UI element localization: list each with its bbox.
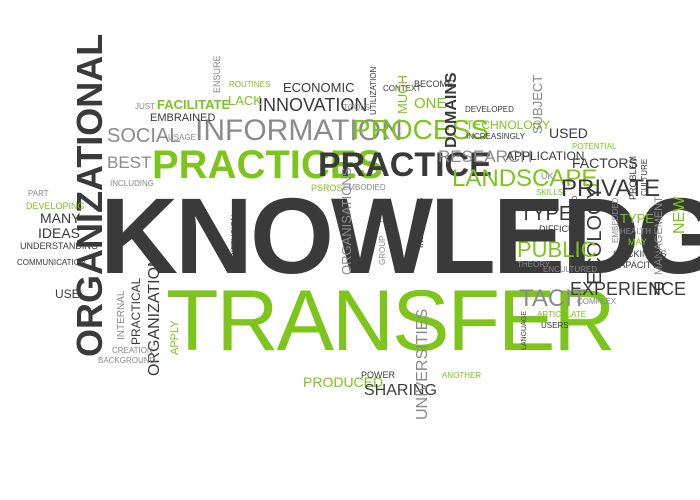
word: SOCIAL (107, 125, 181, 147)
word: THEORY (517, 260, 551, 269)
word: UK (541, 171, 554, 181)
word: LANDSCAPE (452, 165, 598, 192)
word: DEVELOPING (26, 201, 85, 211)
word: INTERNAL (116, 290, 127, 340)
word: LACK (228, 93, 262, 108)
word: BEST (107, 153, 152, 172)
word: EMBEDDED (611, 197, 620, 243)
word: ARTICULATE (537, 310, 587, 319)
word: USERS (541, 321, 569, 330)
word: DOMAINS (443, 72, 460, 148)
word: TACIT (519, 285, 587, 312)
word: TYPES (520, 203, 586, 225)
word: FACILITATE (157, 97, 231, 112)
word: DIFFICULT (539, 224, 585, 234)
word: GROUP (378, 235, 387, 265)
word: POTENTIAL (572, 142, 617, 151)
word: INDIVIDUALS (416, 197, 425, 248)
word: ONE (414, 95, 447, 112)
word: LANGUAGE (521, 311, 528, 350)
word: EXPERIENCE (570, 279, 687, 299)
word: SHARING (364, 382, 437, 399)
word: ENCULTURED (543, 265, 598, 274)
word: UNIVERSITIES (414, 308, 431, 420)
word: FACTORS (572, 155, 638, 171)
word: INCLUDING (110, 179, 155, 188)
word: PRACTICAL (129, 277, 143, 345)
word: PROBLEM (628, 155, 638, 200)
word: IP (648, 279, 666, 299)
word: POWER (361, 370, 396, 380)
word: DIFFUSION (230, 214, 239, 258)
word: ORGANIZATIONAL (69, 33, 110, 357)
word: PRODUCED (303, 374, 384, 390)
word: ORGANISATIONS (339, 167, 354, 275)
word: BECOME (414, 79, 454, 89)
word: INCREASINGLY (466, 132, 525, 141)
word: INFORMATION (195, 114, 403, 147)
word: RESEARCH (438, 147, 533, 166)
word: INNOVATION (258, 95, 368, 115)
word: E.G (376, 214, 392, 224)
word: APPLY (169, 320, 181, 355)
word: TECHNOLOGY (466, 118, 551, 132)
word: COMPLEX (577, 297, 617, 306)
word: ROUTINES (229, 80, 271, 89)
word: CREATION (112, 346, 153, 355)
word: TOOLS (343, 103, 370, 112)
word: MANY (40, 210, 81, 226)
word: USAGE (168, 133, 197, 142)
word: MAY (628, 237, 647, 247)
word: PSROS (311, 183, 343, 193)
word: UTILIZATION (369, 66, 378, 115)
word: TRANSFER (166, 273, 615, 369)
word: USE (55, 287, 80, 301)
word: TYPE (620, 211, 654, 226)
word: UNDERSTANDING (20, 241, 98, 251)
word: ANOTHER (442, 371, 482, 380)
word: SKILLS (536, 188, 564, 197)
word: PROCESS (352, 114, 489, 145)
word: JUST (135, 102, 155, 111)
word: PRACTICE (318, 146, 492, 184)
word: SUBJECT (530, 74, 545, 134)
word: EMBODIED (343, 183, 386, 192)
word: USED (549, 125, 588, 141)
word: PART (28, 189, 49, 198)
word: COMMUNICATION (17, 258, 86, 267)
word: BACKGROUND (98, 356, 156, 365)
word: CONTEXT (383, 84, 422, 93)
word: ECONOMIC (283, 80, 355, 95)
word: MUCH (395, 75, 410, 114)
word: HEALTH (620, 227, 651, 236)
word: APPLICATION (506, 149, 585, 163)
word: STICKINESS (613, 249, 667, 259)
word: CULTURE (640, 158, 649, 196)
word: KNOWLEDGE (100, 175, 700, 296)
word: ENSURE (212, 55, 222, 93)
word: CAPACITY (613, 260, 658, 270)
word: PRACTICES (152, 143, 384, 187)
word: PUBLIC (517, 237, 597, 262)
word: DEVELOPED (465, 105, 514, 114)
word: EMBRAINED (150, 112, 216, 124)
word: PRIVATE (561, 175, 661, 202)
word: NEW (671, 196, 688, 234)
word: IDEAS (38, 225, 81, 241)
